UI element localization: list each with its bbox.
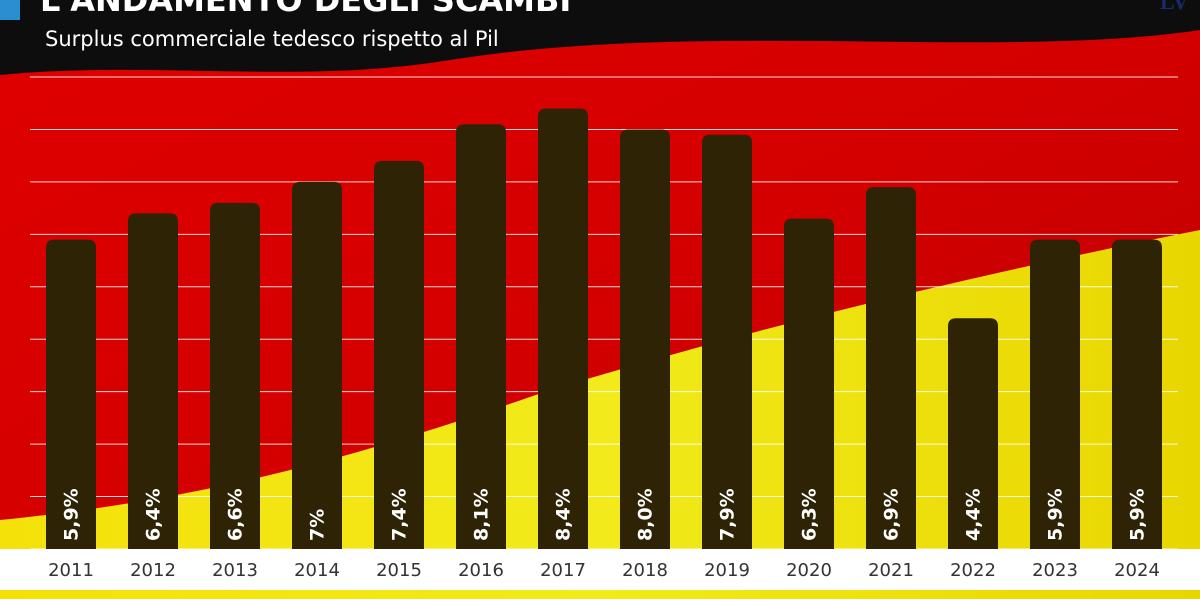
bar (538, 108, 588, 549)
bar (620, 129, 670, 549)
x-tick-label: 2014 (294, 560, 340, 581)
bar (702, 134, 752, 549)
x-tick-label: 2017 (540, 560, 586, 581)
value-label: 5,9% (61, 488, 83, 541)
x-tick-label: 2023 (1032, 560, 1078, 581)
bar (1112, 239, 1162, 550)
title-marker (0, 0, 20, 20)
bar (210, 202, 260, 549)
value-label: 6,9% (881, 488, 903, 541)
x-tick-label: 2024 (1114, 560, 1160, 581)
value-label: 6,4% (143, 488, 165, 541)
x-tick-label: 2021 (868, 560, 914, 581)
value-label: 5,9% (1045, 488, 1067, 541)
value-label: 6,3% (799, 488, 821, 541)
bar (46, 239, 96, 550)
value-label: 4,4% (963, 488, 985, 541)
value-label: 8,4% (553, 488, 575, 541)
value-label: 7,4% (389, 488, 411, 541)
bar (292, 181, 342, 549)
x-tick-label: 2015 (376, 560, 422, 581)
x-tick-label: 2016 (458, 560, 504, 581)
x-tick-label: 2018 (622, 560, 668, 581)
bar (374, 160, 424, 549)
x-tick-label: 2019 (704, 560, 750, 581)
value-label: 5,9% (1127, 488, 1149, 541)
x-tick-label: 2022 (950, 560, 996, 581)
x-tick-label: 2011 (48, 560, 94, 581)
value-label: 6,6% (225, 488, 247, 541)
value-label: 7% (307, 509, 329, 541)
bar (866, 187, 916, 549)
x-tick-label: 2020 (786, 560, 832, 581)
x-tick-label: 2013 (212, 560, 258, 581)
bar (948, 318, 998, 549)
value-label: 7,9% (717, 488, 739, 541)
x-tick-label: 2012 (130, 560, 176, 581)
logo: LV (1160, 0, 1189, 14)
value-label: 8,0% (635, 488, 657, 541)
bar (128, 213, 178, 549)
value-label: 8,1% (471, 488, 493, 541)
background-black (0, 0, 1200, 75)
chart-title: L'ANDAMENTO DEGLI SCAMBI (40, 0, 571, 19)
chart-subtitle: Surplus commerciale tedesco rispetto al … (45, 27, 499, 51)
bar (784, 218, 834, 549)
bar (456, 124, 506, 549)
bar (1030, 239, 1080, 550)
x-axis-band (0, 549, 1200, 590)
